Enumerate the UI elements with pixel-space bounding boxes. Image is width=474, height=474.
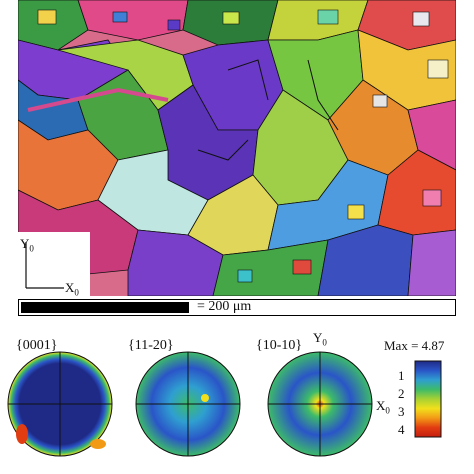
scale-bar: = 200 μm <box>18 299 456 316</box>
pole-figure-11-20 <box>135 351 241 457</box>
colorbar-tick-4: 4 <box>398 422 405 437</box>
pole-figure-label-10-10: {10-10} <box>256 338 303 353</box>
scale-bar-label: = 200 μm <box>197 299 252 314</box>
pf-axis-x-label: X0 <box>376 398 390 416</box>
colorbar-tick-2: 2 <box>398 386 405 401</box>
axes-arrows <box>25 242 64 289</box>
colorbar-tick-3: 3 <box>398 404 405 419</box>
colorbar <box>414 360 442 438</box>
scale-bar-fill <box>21 302 189 313</box>
pole-figures <box>7 351 373 457</box>
pf-axis-y-label: Y0 <box>313 330 327 348</box>
colorbar-tick-1: 1 <box>398 368 405 383</box>
ebsd-orientation-map <box>18 0 456 296</box>
pole-figure-0001 <box>7 351 113 457</box>
map-axis-y-label: Y0 <box>20 236 34 254</box>
pole-figure-label-11-20: {11-20} <box>128 338 174 353</box>
map-axis-x-label: X0 <box>65 280 79 298</box>
colorbar-max-label: Max = 4.87 <box>384 338 445 353</box>
map-axes-legend: Y0 X0 <box>18 232 90 298</box>
colorbar-gradient <box>414 360 442 438</box>
pole-figure-10-10 <box>267 351 373 457</box>
pole-figure-label-0001: {0001} <box>16 338 58 353</box>
